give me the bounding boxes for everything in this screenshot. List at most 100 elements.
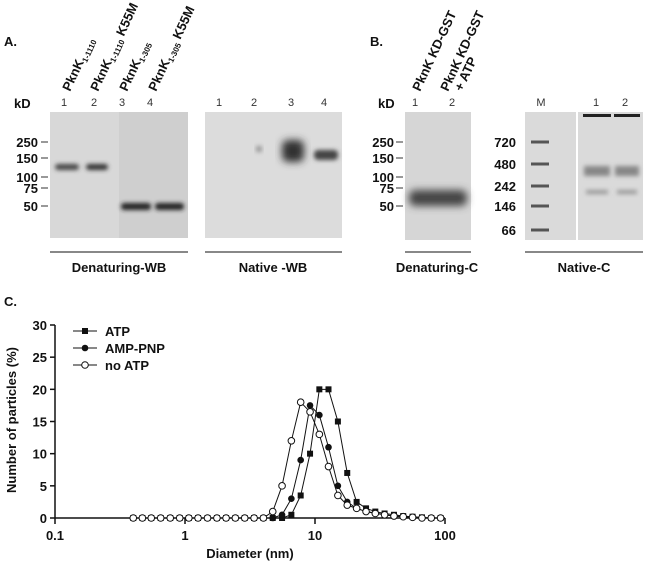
y-axis-label: Number of particles (%)	[4, 347, 19, 493]
x-tick-label: 0.1	[46, 528, 64, 543]
caption: Native -WB	[239, 260, 308, 275]
subscript: 1-305	[137, 41, 154, 64]
point	[380, 510, 389, 519]
bands	[55, 140, 338, 210]
x-tick-label: 10	[308, 528, 322, 543]
ladder-band	[531, 204, 549, 208]
y-tick-label: 5	[40, 479, 47, 494]
panel-label: A.	[4, 34, 17, 49]
marker-label: 146	[494, 199, 516, 214]
point	[352, 504, 361, 513]
point	[325, 386, 332, 393]
lane-number: M	[536, 97, 545, 109]
caption: Denaturing-C	[396, 260, 479, 275]
marker-label: 250	[16, 135, 38, 150]
bands	[583, 114, 640, 194]
point	[436, 514, 445, 522]
marker-label: 242	[494, 179, 516, 194]
marker-label: 480	[494, 157, 516, 172]
point	[240, 514, 249, 522]
point	[297, 492, 304, 499]
x-tick-label: 1	[181, 528, 188, 543]
marker-label: 75	[24, 181, 38, 196]
caption: Denaturing-WB	[72, 260, 167, 275]
point	[418, 514, 426, 522]
series-line	[133, 401, 441, 519]
point	[343, 501, 352, 509]
ladder-band	[531, 184, 549, 188]
legend-marker	[81, 344, 89, 352]
lane-number: 4	[147, 97, 153, 109]
point	[278, 482, 286, 490]
lane-number: 1	[412, 97, 418, 109]
point	[334, 418, 341, 425]
point	[250, 514, 258, 522]
point	[390, 512, 398, 520]
lane-number: 3	[288, 97, 294, 109]
text: K55M	[168, 4, 198, 45]
gel	[405, 112, 471, 240]
point	[147, 514, 156, 522]
lane-labels: PknK1-1110 PknK1-1110 K55M PknK1-305 Pkn…	[59, 0, 198, 93]
unit-label: kD	[14, 96, 31, 111]
legend-label: ATP	[105, 324, 130, 339]
marker-label: 50	[24, 199, 38, 214]
point	[334, 491, 342, 500]
lane-number: 4	[321, 97, 327, 109]
point	[334, 482, 342, 490]
ladder-band	[531, 162, 549, 166]
point	[288, 511, 295, 518]
point	[307, 450, 314, 457]
marker-label: 150	[372, 151, 394, 166]
point	[222, 514, 230, 522]
lane-number: 2	[251, 97, 257, 109]
text: K55M	[111, 0, 141, 41]
y-tick-label: 30	[33, 318, 47, 333]
point	[213, 514, 221, 522]
series-line	[133, 388, 441, 519]
marker-label: 50	[380, 199, 394, 214]
point	[231, 514, 240, 522]
gel	[50, 112, 119, 238]
point	[297, 456, 304, 464]
point	[185, 514, 193, 522]
y-tick-label: 10	[33, 447, 47, 462]
legend-label: no ATP	[105, 358, 149, 373]
y-tick-label: 15	[33, 415, 47, 430]
point	[138, 514, 147, 522]
subscript: 1-1110	[80, 38, 99, 64]
point	[315, 430, 324, 439]
gel	[205, 112, 342, 238]
gel	[119, 112, 188, 238]
point	[306, 408, 314, 416]
legend-marker	[81, 361, 89, 369]
marker-label: 75	[380, 181, 394, 196]
caption: Native-C	[558, 260, 611, 275]
unit-label: kD	[378, 96, 395, 111]
chart: 0 5 10 15 20 25 30 0.1 1 10 100 ATP AMP-PNP no ATP	[33, 318, 456, 543]
point	[344, 469, 351, 476]
point	[353, 498, 360, 505]
panel-label: B.	[370, 34, 383, 49]
ladder: 720 480 242 146 66	[494, 135, 549, 238]
lane-number: 2	[449, 97, 455, 109]
marker-label: 100	[372, 170, 394, 185]
lane-number: 1	[216, 97, 222, 109]
point	[287, 437, 296, 445]
point	[427, 514, 436, 522]
point	[316, 411, 323, 419]
ladder-band	[531, 228, 549, 232]
point	[166, 514, 175, 522]
y-tick-label: 25	[33, 350, 47, 365]
x-axis-label: Diameter (nm)	[206, 546, 293, 561]
panel-label: C.	[4, 294, 17, 309]
point	[175, 514, 184, 522]
point	[194, 514, 202, 522]
y-tick-label: 20	[33, 382, 47, 397]
legend-marker	[82, 328, 88, 334]
point	[156, 514, 165, 522]
point	[324, 462, 333, 471]
point	[306, 402, 314, 409]
